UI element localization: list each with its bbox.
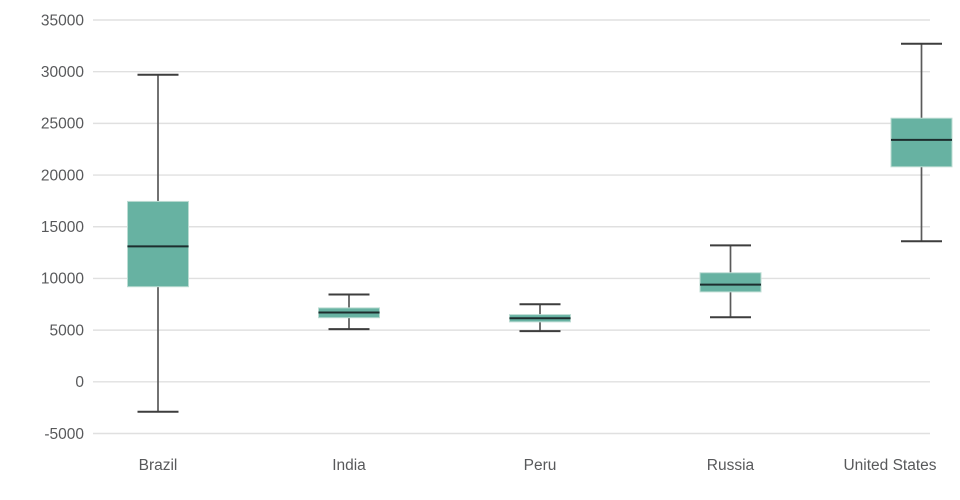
box-united-states (890, 117, 953, 168)
xtick-label-russia: Russia (707, 457, 755, 474)
ytick-label-10000: 10000 (41, 271, 84, 288)
ytick-label-5000: 5000 (50, 322, 85, 339)
ytick-label-35000: 35000 (41, 12, 84, 29)
ytick-label-30000: 30000 (41, 64, 84, 81)
ytick-label-0: 0 (75, 374, 84, 391)
xtick-label-united-states: United States (843, 457, 936, 474)
xtick-label-india: India (332, 457, 366, 474)
ytick-label-25000: 25000 (41, 116, 84, 133)
ytick-label-15000: 15000 (41, 219, 84, 236)
ytick-label--5000: -5000 (44, 426, 84, 443)
ytick-label-20000: 20000 (41, 167, 84, 184)
box-russia (699, 272, 762, 293)
xtick-label-brazil: Brazil (139, 457, 178, 474)
xtick-label-peru: Peru (524, 457, 557, 474)
box-brazil (127, 200, 189, 288)
